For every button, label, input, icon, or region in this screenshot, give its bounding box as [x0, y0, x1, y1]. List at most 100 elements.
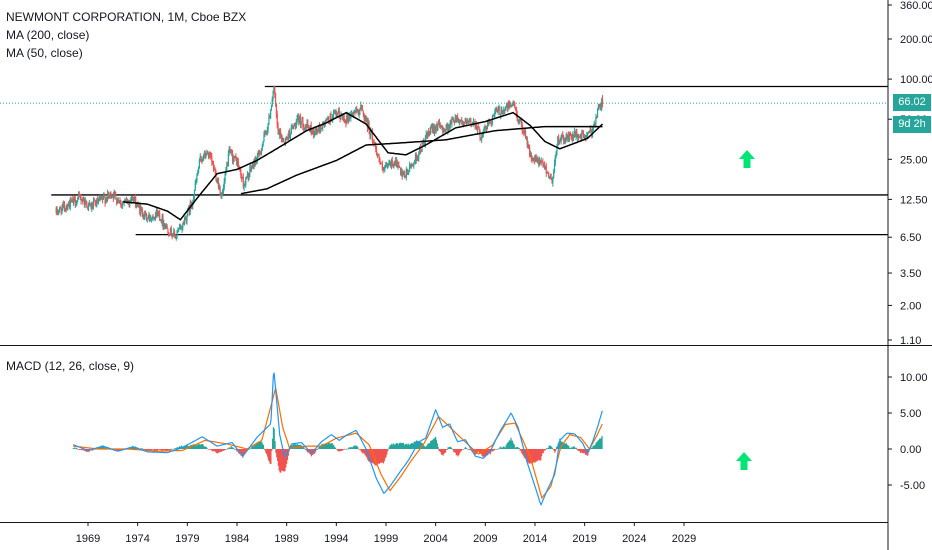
candle-body [572, 135, 575, 138]
candle-body [538, 158, 540, 165]
candle-body [187, 208, 189, 216]
candle-body [243, 185, 245, 188]
macd-histogram-bar [151, 449, 153, 451]
candle-body [462, 122, 464, 125]
candle-body [385, 165, 387, 167]
candle-body [223, 181, 225, 188]
candle-body [391, 160, 393, 167]
macd-histogram-bar [452, 449, 454, 451]
macd-histogram-bar [369, 449, 371, 463]
candle-body [298, 116, 300, 123]
candle-body [265, 132, 268, 134]
candle-body [342, 118, 345, 120]
macd-legend[interactable]: MACD (12, 26, close, 9) [6, 359, 135, 373]
candle-body [489, 121, 491, 124]
macd-histogram-bar [118, 449, 120, 451]
macd-histogram-bar [296, 444, 299, 449]
candle-body [261, 144, 263, 149]
candle-body [513, 100, 515, 103]
macd-histogram-bar [319, 445, 322, 449]
candle-body [380, 162, 382, 164]
macd-histogram-bar [357, 447, 359, 449]
candle-body [198, 159, 201, 168]
candle-body [116, 199, 119, 203]
ma50-legend[interactable]: MA (50, close) [6, 46, 83, 60]
candle-body [145, 211, 147, 214]
macd-histogram-bar [218, 449, 220, 453]
candle-body [460, 120, 462, 122]
candle-body [417, 157, 419, 159]
candle-body [497, 107, 499, 113]
macd-histogram-bar [198, 443, 200, 449]
macd-histogram-bar [431, 440, 433, 449]
macd-histogram-bar [424, 446, 426, 449]
candle-body [537, 158, 539, 162]
candle-body [116, 198, 118, 203]
macd-histogram-bar [261, 441, 263, 449]
candle-body [155, 210, 157, 215]
candle-body [535, 156, 537, 159]
macd-histogram-bar [396, 442, 398, 449]
candle-body [177, 230, 179, 232]
candle-body [154, 214, 157, 219]
candle-body [575, 131, 577, 137]
macd-histogram-bar [379, 449, 381, 463]
candle-body [217, 180, 220, 188]
candle-body [577, 136, 579, 138]
macd-histogram-bar [156, 449, 159, 451]
macd-histogram-bar [337, 449, 339, 452]
candle-body [388, 162, 390, 165]
macd-histogram-bar [240, 449, 242, 456]
candle-body [322, 121, 325, 125]
candle-body [260, 153, 262, 155]
candle-body [426, 133, 428, 136]
candle-body [193, 197, 195, 204]
candle-body [447, 126, 450, 131]
candle-body [453, 121, 455, 123]
candle-body [551, 179, 553, 183]
macd-histogram-bar [204, 446, 207, 449]
macd-histogram-bar [144, 449, 146, 451]
candle-body [484, 127, 486, 130]
macd-histogram-bar [572, 446, 574, 449]
candle-body [332, 114, 334, 121]
time-tick-label: 2009 [473, 533, 497, 545]
candle-body [512, 100, 514, 104]
candle-body [438, 122, 441, 125]
macd-histogram-bar [83, 449, 85, 451]
up-arrow-drawing[interactable] [739, 150, 755, 168]
candle-body [185, 217, 187, 221]
macd-histogram-bar [284, 449, 286, 471]
candle-body [313, 134, 316, 136]
candle-body [106, 192, 109, 201]
macd-histogram-bar [564, 443, 566, 449]
macd-histogram-bar [230, 446, 232, 449]
candle-body [559, 140, 561, 142]
price-tick-label: 200.00 [900, 34, 932, 46]
candle-body [255, 158, 257, 162]
time-tick-label: 2014 [523, 533, 547, 545]
candle-body [478, 127, 480, 130]
macd-histogram-bar [219, 449, 221, 453]
ma200-legend[interactable]: MA (200, close) [6, 28, 90, 42]
candle-body [290, 127, 292, 135]
macd-histogram-bar [418, 440, 420, 449]
candle-body [548, 172, 550, 179]
macd-histogram-bar [259, 441, 261, 449]
macd-histogram-bar [461, 449, 463, 450]
macd-histogram-bar [168, 449, 170, 451]
candle-body [394, 160, 396, 165]
macd-histogram-bar [430, 440, 433, 449]
candle-body [418, 153, 420, 159]
macd-histogram-bar [391, 443, 393, 449]
macd-histogram-bar [223, 449, 225, 451]
up-arrow-drawing[interactable] [736, 452, 752, 470]
macd-histogram-bar [363, 449, 366, 454]
candle-body [227, 153, 229, 166]
candle-body [422, 141, 424, 143]
macd-histogram-bar [82, 449, 84, 450]
macd-histogram-bar [409, 444, 411, 449]
symbol-title[interactable]: NEWMONT CORPORATION, 1M, Cboe BZX [6, 10, 247, 24]
